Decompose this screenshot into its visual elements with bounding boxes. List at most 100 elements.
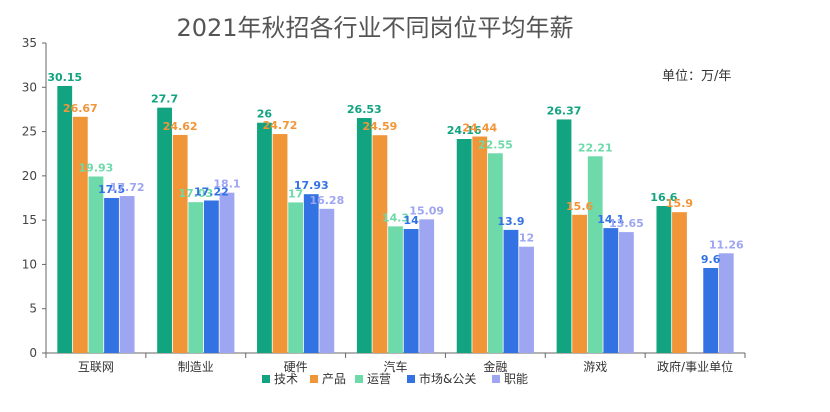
- data-label: 26.37: [547, 104, 582, 117]
- bar: [703, 267, 719, 353]
- bar: [57, 85, 73, 353]
- data-label: 26: [257, 108, 273, 121]
- bar: [419, 219, 435, 353]
- data-label: 9.6: [701, 253, 721, 266]
- data-label: 22.21: [578, 141, 613, 154]
- y-tick-label: 20: [22, 169, 37, 183]
- data-label: 26.67: [63, 102, 98, 115]
- bar: [272, 134, 288, 353]
- y-tick-label: 35: [22, 36, 37, 50]
- x-category-label: 金融: [483, 359, 507, 374]
- bar: [472, 136, 488, 353]
- bar: [587, 156, 603, 353]
- legend-label: 产品: [322, 372, 346, 386]
- legend-swatch: [355, 375, 363, 383]
- y-tick-label: 15: [22, 213, 37, 227]
- legend-label: 技术: [274, 372, 298, 386]
- y-tick-label: 25: [22, 125, 37, 139]
- legend-label: 职能: [504, 372, 528, 386]
- bar: [119, 196, 135, 353]
- x-category-label: 政府/事业单位: [657, 359, 733, 374]
- unit-label: 单位：万/年: [662, 69, 731, 84]
- bar: [372, 135, 388, 353]
- data-label: 17.93: [294, 179, 329, 192]
- data-label: 17.03: [178, 187, 213, 200]
- bar: [556, 119, 572, 354]
- x-category-label: 互联网: [78, 360, 114, 374]
- bar: [288, 202, 304, 353]
- data-label: 27.7: [151, 93, 178, 106]
- legend-label: 市场&公关: [419, 371, 476, 386]
- bar: [188, 202, 204, 353]
- data-label: 24.16: [447, 124, 482, 137]
- data-label: 19.93: [79, 161, 114, 174]
- data-label: 16.6: [650, 191, 677, 204]
- data-label: 22.55: [478, 138, 513, 151]
- bar: [157, 107, 172, 354]
- y-tick-label: 0: [29, 346, 37, 360]
- bar: [104, 198, 119, 353]
- data-label: 26.53: [347, 103, 382, 116]
- bar: [519, 246, 534, 353]
- legend-swatch: [310, 375, 318, 383]
- y-axis: 0 5 10 15 20 25 30 35: [22, 36, 47, 360]
- data-label: 16.28: [309, 194, 344, 207]
- bar: [572, 214, 588, 353]
- bar: [356, 118, 372, 354]
- data-label: 17: [288, 187, 303, 200]
- data-label: 30.15: [47, 71, 82, 84]
- bar: [88, 176, 104, 353]
- legend-swatch: [407, 375, 415, 383]
- bar: [603, 228, 619, 353]
- watermark: 知乎 @今天也不想起床: [560, 370, 735, 390]
- data-label: 17.22: [194, 185, 229, 198]
- x-category-label: 游戏: [583, 360, 607, 374]
- bar: [718, 253, 734, 353]
- bar: [303, 194, 319, 353]
- bar: [456, 139, 472, 353]
- data-label: 17.72: [110, 181, 145, 194]
- legend-swatch: [262, 375, 270, 383]
- legend-swatch: [492, 375, 500, 383]
- data-label: 13.9: [497, 215, 524, 228]
- bar-series-group: [57, 85, 734, 354]
- legend-label: 运营: [367, 372, 391, 386]
- data-label: 12: [519, 232, 534, 245]
- bar: [257, 122, 272, 353]
- bar: [619, 232, 634, 353]
- y-tick-label: 5: [29, 302, 37, 316]
- chart-title: 2021年秋招各行业不同岗位平均年薪: [176, 14, 573, 42]
- bar: [72, 116, 88, 353]
- data-label: 24.62: [163, 120, 198, 133]
- y-tick-label: 10: [22, 257, 37, 271]
- data-label: 24.72: [263, 119, 298, 132]
- data-label: 13.65: [609, 217, 644, 230]
- bar: [403, 229, 419, 353]
- x-category-label: 汽车: [383, 359, 407, 374]
- bar: [219, 192, 235, 353]
- bar: [319, 208, 335, 353]
- bar: [172, 134, 188, 353]
- data-label: 15.09: [409, 204, 444, 217]
- bar: [487, 153, 503, 353]
- data-label: 24.44: [462, 122, 497, 135]
- x-category-label: 制造业: [178, 360, 214, 374]
- legend: 技术 产品 运营 市场&公关 职能: [262, 371, 528, 386]
- data-label: 24.59: [363, 120, 398, 133]
- data-label: 18.1: [213, 178, 240, 191]
- x-category-label: 硬件: [284, 360, 308, 374]
- y-tick-label: 30: [22, 80, 37, 94]
- bar: [656, 205, 672, 353]
- data-label-group: 30.1526.6719.9317.517.7227.724.6217.0317…: [47, 71, 744, 266]
- data-label: 14: [403, 214, 419, 227]
- data-label: 15.9: [666, 197, 693, 210]
- bar: [203, 200, 219, 353]
- data-label: 15.6: [566, 200, 593, 213]
- bar: [503, 229, 519, 353]
- data-label: 14.1: [597, 213, 624, 226]
- data-label: 14.3: [382, 211, 409, 224]
- bar: [388, 226, 403, 353]
- bar: [672, 212, 687, 353]
